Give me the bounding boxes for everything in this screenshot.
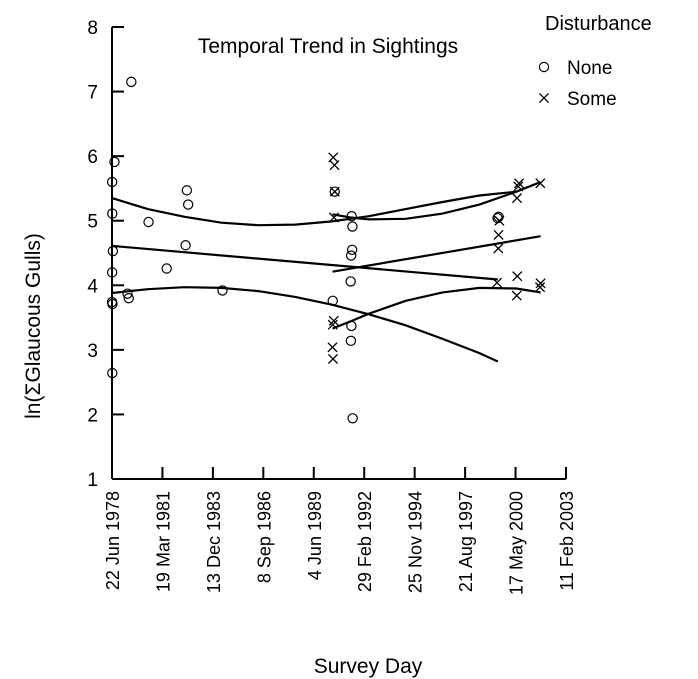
data-point-some: [535, 178, 546, 189]
fit-line-some-fit: [332, 235, 541, 273]
data-point-none: [106, 267, 118, 278]
data-point-some: [327, 353, 339, 364]
fit-line-some-upper: [332, 180, 542, 221]
x-tick-label: 13 Dec 1983: [204, 491, 224, 593]
data-point-none: [345, 250, 357, 261]
data-point-some: [328, 212, 340, 223]
x-tick-label: 29 Feb 1992: [355, 491, 375, 592]
y-tick-label: 7: [87, 83, 98, 104]
data-point-some: [513, 181, 524, 192]
x-tick-label: 8 Sep 1986: [254, 491, 274, 583]
x-tick-label: 17 May 2000: [507, 491, 527, 595]
data-point-some: [328, 152, 339, 163]
data-point-none: [107, 208, 118, 219]
data-point-some: [328, 315, 339, 326]
x-tick-label: 11 Feb 2003: [557, 491, 577, 591]
legend-title: Disturbance: [545, 13, 652, 35]
data-point-none: [143, 216, 154, 228]
fit-lines: [111, 180, 542, 363]
data-point-some: [511, 193, 523, 204]
data-point-none: [347, 221, 358, 232]
data-point-none: [107, 245, 119, 257]
data-point-none: [327, 295, 338, 306]
data-point-some: [535, 278, 546, 289]
data-point-none: [346, 210, 357, 222]
data-point-none: [109, 156, 120, 168]
legend-label-none: None: [567, 58, 612, 79]
data-point-some: [327, 319, 338, 330]
fit-line-none-lower: [111, 286, 499, 363]
y-tick-label: 1: [87, 470, 98, 491]
axes: 1 2 3 4 5 6 7 8 22 Jun 1978 19 Mar 1981 13 Dec 198…: [87, 18, 577, 595]
data-point-none: [182, 199, 194, 210]
fit-line-some-lower: [332, 286, 541, 330]
data-point-some: [493, 229, 504, 240]
data-point-none: [161, 263, 172, 274]
legend-label-some: Some: [567, 89, 617, 110]
data-point-none: [122, 288, 133, 299]
data-points: [106, 76, 546, 424]
x-tick-label: 4 Jun 1989: [305, 491, 325, 580]
data-point-none: [123, 293, 134, 304]
data-point-none: [181, 185, 193, 196]
y-tick-label: 5: [87, 212, 98, 233]
data-point-some: [491, 277, 503, 288]
data-point-some: [513, 178, 525, 189]
legend: None Some: [538, 58, 617, 110]
data-point-none: [180, 240, 191, 251]
data-point-some: [512, 271, 523, 282]
legend-marker-some: [538, 92, 550, 104]
fit-line-none-fit: [111, 244, 498, 281]
y-tick-label: 3: [87, 341, 98, 362]
data-point-some: [329, 186, 340, 197]
data-point-some: [327, 342, 338, 353]
fit-line-none-upper: [111, 190, 517, 227]
x-tick-label: 21 Aug 1997: [456, 491, 476, 592]
x-tick-label: 25 Nov 1994: [406, 491, 426, 593]
data-point-none: [126, 76, 137, 88]
chart-title: Temporal Trend in Sightings: [198, 35, 458, 58]
data-point-none: [346, 320, 357, 332]
y-tick-label: 2: [87, 405, 98, 426]
data-point-some: [493, 243, 504, 254]
x-tick-label: 19 Mar 1981: [153, 491, 173, 592]
legend-marker-none: [538, 61, 550, 73]
data-point-some: [494, 215, 505, 226]
y-axis-label: ln(ΣGlaucous Gulls): [22, 233, 45, 419]
data-point-none: [346, 244, 358, 255]
data-point-none: [107, 367, 118, 379]
data-point-none: [217, 285, 228, 296]
data-point-none: [329, 186, 340, 197]
data-point-some: [511, 290, 522, 301]
data-point-none: [345, 276, 356, 287]
y-tick-label: 6: [87, 147, 98, 168]
data-point-some: [535, 282, 546, 293]
data-point-none: [345, 335, 357, 347]
data-point-none: [106, 176, 118, 188]
y-tick-label: 8: [87, 18, 98, 39]
x-tick-label: 22 Jun 1978: [103, 491, 123, 590]
x-axis-label: Survey Day: [314, 655, 423, 678]
y-tick-label: 4: [87, 276, 98, 297]
data-point-none: [107, 298, 118, 310]
data-point-none: [347, 413, 358, 424]
